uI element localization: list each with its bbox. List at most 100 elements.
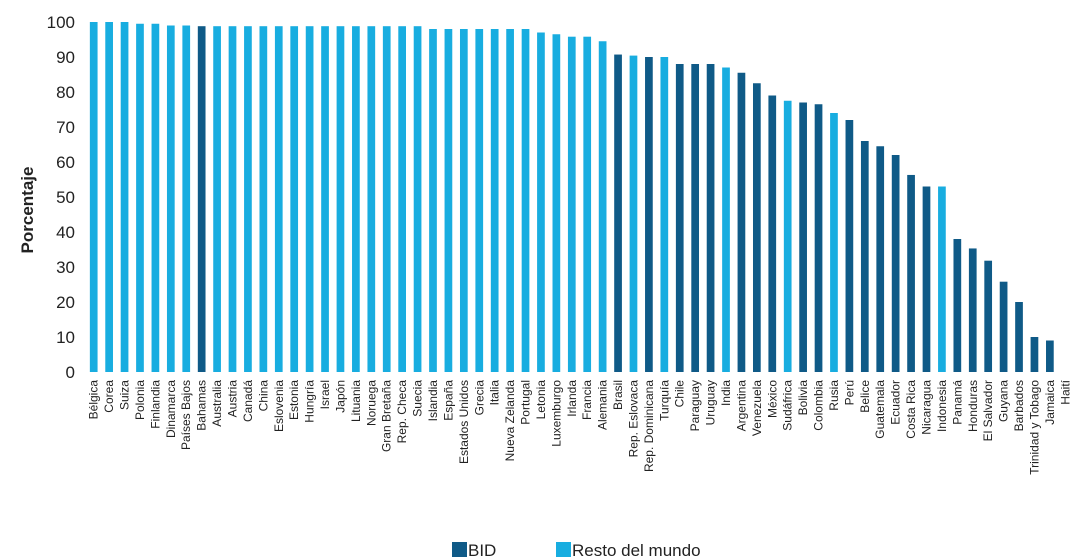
bar bbox=[845, 120, 854, 372]
x-tick-label: Trinidad y Tobago bbox=[1027, 380, 1041, 475]
bar bbox=[737, 72, 746, 372]
x-tick-label: Letonia bbox=[534, 380, 548, 420]
bar bbox=[290, 26, 299, 372]
x-tick-label: Brasil bbox=[611, 380, 625, 410]
bar bbox=[660, 57, 669, 372]
y-tick-label: 70 bbox=[56, 118, 75, 137]
bar bbox=[999, 281, 1008, 372]
bar bbox=[629, 55, 638, 372]
x-tick-label: Gran Bretaña bbox=[380, 380, 394, 452]
legend-label: Resto del mundo bbox=[572, 541, 701, 560]
x-tick-label: Bahamas bbox=[195, 380, 209, 431]
bar bbox=[552, 34, 561, 372]
bar bbox=[938, 186, 946, 372]
x-tick-label: Portugal bbox=[519, 380, 533, 425]
bar bbox=[968, 248, 977, 372]
bar bbox=[321, 26, 329, 372]
x-tick-label: Belice bbox=[858, 380, 872, 413]
y-axis-label: Porcentaje bbox=[18, 167, 37, 254]
y-tick-label: 50 bbox=[56, 188, 75, 207]
bar bbox=[675, 64, 684, 372]
x-tick-label: Argentina bbox=[734, 380, 748, 432]
bar bbox=[105, 22, 113, 372]
bar bbox=[136, 23, 144, 372]
bar bbox=[814, 104, 823, 372]
bar bbox=[907, 174, 915, 372]
bar bbox=[521, 29, 530, 372]
bar bbox=[922, 186, 931, 372]
x-tick-label: Suecia bbox=[411, 380, 425, 417]
x-tick-label: Alemania bbox=[596, 380, 610, 430]
bar bbox=[459, 29, 468, 372]
bar bbox=[89, 22, 98, 372]
x-tick-label: Rep. Dominicana bbox=[642, 380, 656, 472]
x-tick-label: Guatemala bbox=[873, 380, 887, 439]
bar bbox=[722, 67, 730, 372]
x-tick-label: Barbados bbox=[1012, 380, 1026, 431]
bar bbox=[259, 26, 268, 372]
bar bbox=[475, 29, 484, 372]
bar bbox=[860, 141, 869, 372]
x-tick-label: Luxemburgo bbox=[549, 380, 563, 447]
y-tick-label: 60 bbox=[56, 153, 75, 172]
x-tick-label: Francia bbox=[580, 380, 594, 420]
x-tick-label: Chile bbox=[673, 380, 687, 408]
x-tick-label: Canadá bbox=[241, 380, 255, 422]
bar bbox=[876, 146, 885, 372]
bar bbox=[537, 32, 545, 372]
x-tick-label: Austria bbox=[226, 380, 240, 418]
x-tick-label: China bbox=[256, 380, 270, 412]
x-tick-label: India bbox=[719, 380, 733, 406]
x-tick-label: Nueva Zelanda bbox=[503, 380, 517, 462]
x-tick-label: México bbox=[765, 380, 779, 418]
x-tick-label: Guyana bbox=[997, 380, 1011, 422]
bar bbox=[583, 36, 592, 372]
x-tick-label: Nicaragua bbox=[919, 380, 933, 435]
bar bbox=[506, 29, 514, 372]
y-tick-label: 20 bbox=[56, 293, 75, 312]
bar bbox=[305, 26, 314, 372]
x-tick-label: Israel bbox=[318, 380, 332, 409]
bar bbox=[120, 22, 129, 372]
y-axis: 0 10 20 30 40 50 60 70 80 90 100 bbox=[47, 13, 75, 382]
bar bbox=[336, 26, 345, 372]
y-tick-label: 10 bbox=[56, 328, 75, 347]
x-tick-label: Jamaica bbox=[1043, 380, 1057, 425]
x-tick-label: El Salvador bbox=[981, 380, 995, 441]
bar bbox=[444, 29, 453, 372]
bar bbox=[1030, 337, 1039, 372]
bar bbox=[768, 95, 777, 372]
bar bbox=[567, 36, 576, 372]
x-tick-label: Islandia bbox=[426, 380, 440, 422]
bar bbox=[352, 26, 360, 372]
x-tick-label: Polonia bbox=[133, 380, 147, 420]
x-tick-label: Corea bbox=[102, 380, 116, 413]
bar bbox=[490, 29, 499, 372]
x-tick-label: España bbox=[441, 380, 455, 421]
bar bbox=[752, 83, 761, 372]
x-tick-label: Rep. Eslovaca bbox=[626, 380, 640, 458]
x-tick-label: Irlanda bbox=[565, 380, 579, 417]
bar bbox=[1015, 302, 1023, 372]
legend: BID Resto del mundo bbox=[452, 541, 701, 560]
legend-swatch bbox=[452, 542, 467, 557]
bar bbox=[213, 26, 221, 372]
bar bbox=[799, 102, 807, 372]
x-tick-label: Venezuela bbox=[750, 380, 764, 436]
x-tick-label: Lituania bbox=[349, 380, 363, 422]
x-tick-label: Colombia bbox=[812, 380, 826, 431]
bar bbox=[413, 26, 422, 372]
x-tick-label: Grecia bbox=[472, 380, 486, 416]
y-tick-label: 30 bbox=[56, 258, 75, 277]
bars bbox=[89, 22, 1054, 373]
x-tick-label: Haití bbox=[1058, 379, 1072, 404]
bar bbox=[783, 100, 792, 372]
bar bbox=[891, 155, 900, 372]
x-tick-label: Bélgica bbox=[87, 380, 101, 420]
x-tick-label: Eslovenia bbox=[272, 380, 286, 432]
bar bbox=[598, 41, 607, 372]
x-tick-label: Paraguay bbox=[688, 380, 702, 431]
bar bbox=[182, 25, 191, 372]
y-tick-label: 0 bbox=[66, 363, 75, 382]
